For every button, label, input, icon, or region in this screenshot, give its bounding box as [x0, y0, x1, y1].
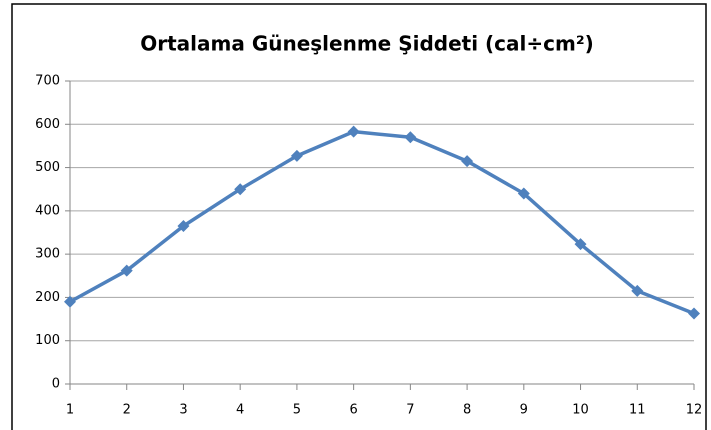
x-tick-label: 4 — [236, 403, 244, 418]
y-tick-label: 200 — [35, 290, 60, 305]
x-tick-label: 3 — [179, 403, 187, 418]
x-tick-label: 6 — [349, 403, 357, 418]
data-point — [347, 125, 360, 138]
x-tick-label: 5 — [293, 403, 301, 418]
data-point — [461, 155, 474, 168]
y-tick-label: 600 — [35, 117, 60, 132]
x-tick-label: 7 — [406, 403, 414, 418]
data-point — [290, 149, 303, 162]
x-tick-label: 12 — [686, 403, 703, 418]
data-point — [517, 187, 530, 200]
data-point — [234, 183, 247, 196]
y-tick-label: 700 — [35, 74, 60, 89]
data-point — [631, 284, 644, 297]
y-tick-label: 300 — [35, 247, 60, 262]
y-tick-label: 0 — [52, 377, 60, 392]
x-tick-label: 1 — [66, 403, 74, 418]
data-point — [120, 264, 133, 277]
chart-border — [11, 3, 707, 430]
x-tick-label: 9 — [520, 403, 528, 418]
data-point — [177, 220, 190, 233]
y-tick-label: 500 — [35, 160, 60, 175]
data-line — [69, 129, 695, 316]
data-point — [574, 238, 587, 251]
x-tick-label: 2 — [123, 403, 131, 418]
data-point — [64, 295, 76, 308]
y-tick-label: 100 — [35, 333, 60, 348]
y-tick-label: 400 — [35, 203, 60, 218]
x-tick-label: 8 — [463, 403, 471, 418]
data-point — [688, 307, 700, 320]
x-tick-label: 10 — [572, 403, 589, 418]
x-tick-label: 11 — [629, 403, 646, 418]
chart-title: Ortalama Güneşlenme Şiddeti (cal÷cm²) — [140, 32, 594, 56]
data-point — [404, 131, 417, 144]
